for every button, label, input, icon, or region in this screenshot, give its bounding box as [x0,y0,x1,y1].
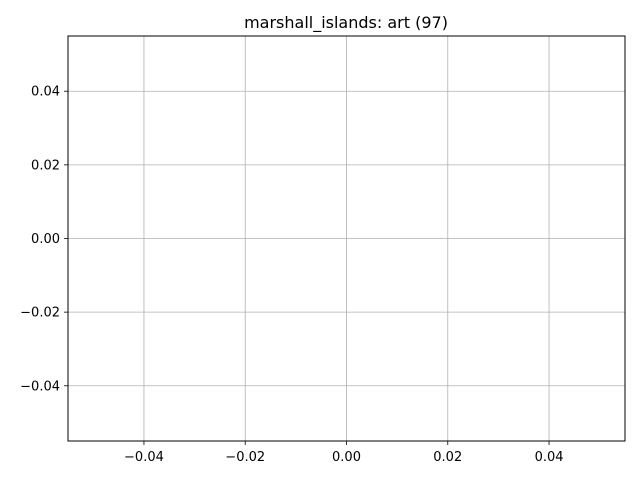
x-tick-label: 0.04 [535,450,564,465]
y-tick-label: 0.02 [31,158,60,173]
x-tick-label: 0.00 [332,450,361,465]
x-tick-label: −0.04 [124,450,164,465]
plot-frame [67,35,626,442]
chart-title: marshall_islands: art (97) [244,13,448,33]
x-tick-label: −0.02 [225,450,265,465]
x-axis-ticks: −0.04 −0.02 0.00 0.02 0.04 [124,441,564,465]
y-axis-ticks: −0.04 −0.02 0.00 0.02 0.04 [20,85,68,394]
x-tick-label: 0.02 [433,450,462,465]
y-tick-label: −0.04 [20,379,60,394]
y-tick-label: 0.04 [31,85,60,100]
y-tick-label: 0.00 [31,232,60,247]
y-tick-label: −0.02 [20,306,60,321]
grid-lines [68,36,625,441]
